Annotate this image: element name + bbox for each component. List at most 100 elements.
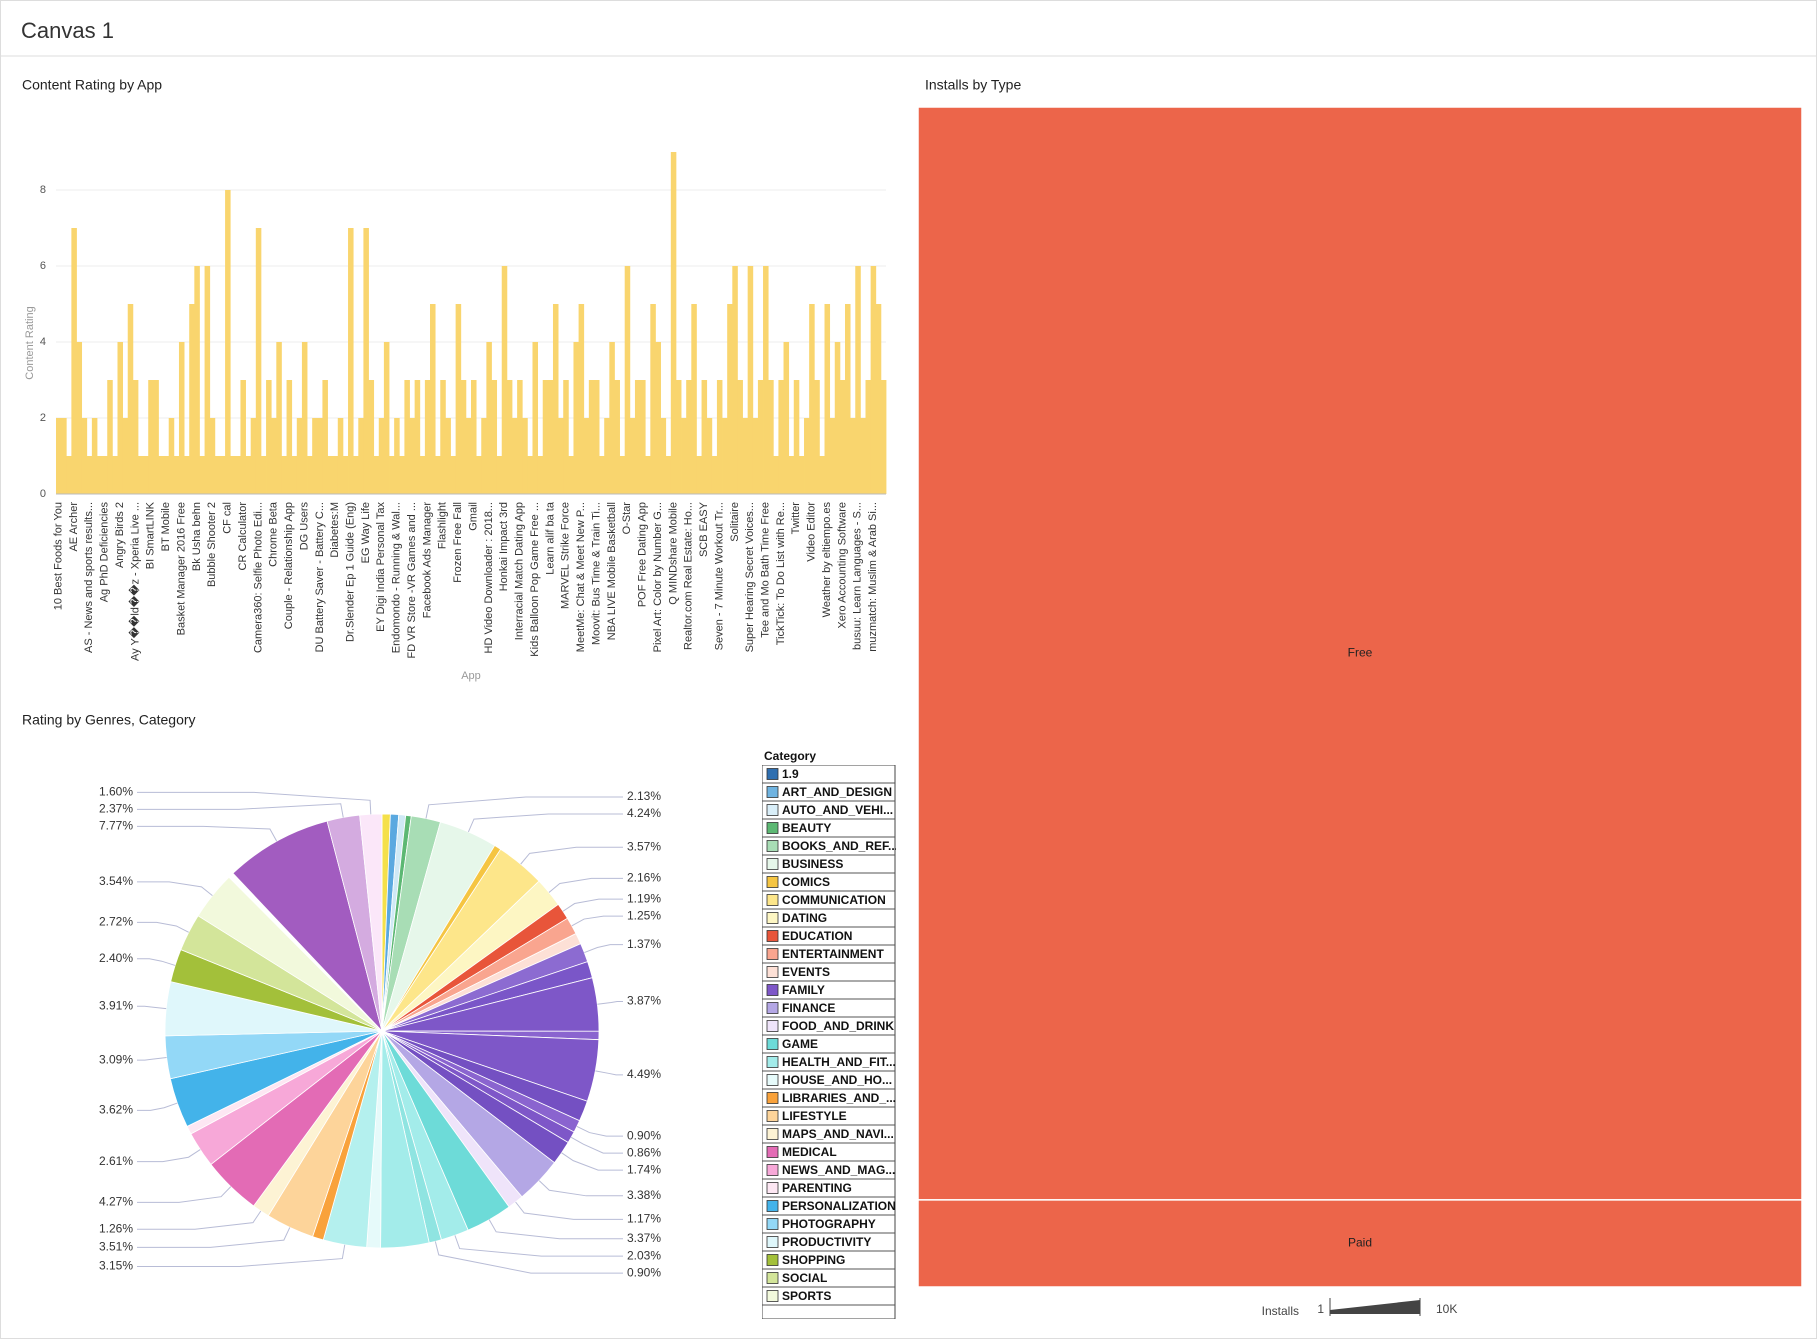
- bar: [670, 152, 677, 494]
- bar: [327, 456, 334, 494]
- leader-line: [137, 881, 213, 896]
- legend-label: NEWS_AND_MAG...: [782, 1163, 895, 1177]
- slice-label: 2.72%: [99, 915, 133, 929]
- legend-swatch: [766, 1290, 779, 1302]
- bar: [250, 418, 257, 494]
- size-legend-label: 10K: [1436, 1302, 1457, 1316]
- bar: [824, 304, 831, 494]
- size-legend-label: 1: [1317, 1302, 1324, 1316]
- bar: [481, 418, 487, 494]
- bar: [583, 418, 590, 494]
- bar: [850, 418, 856, 494]
- bar: [184, 456, 190, 494]
- bar: [117, 342, 124, 494]
- legend-swatch: [766, 804, 779, 816]
- legend-swatch: [766, 1074, 779, 1086]
- slice-label: 4.27%: [99, 1195, 133, 1209]
- bar: [727, 304, 733, 494]
- bar: [66, 456, 72, 494]
- leader-line: [137, 825, 278, 842]
- legend-swatch: [766, 1164, 779, 1176]
- bar: [593, 380, 600, 494]
- x-tick-label: Xero Accounting Software: [836, 502, 848, 629]
- bar: [143, 456, 149, 494]
- bar: [112, 456, 118, 494]
- bar: [629, 418, 636, 494]
- bar: [706, 418, 713, 494]
- x-tick-label: CR Calculator: [237, 502, 249, 571]
- legend-swatch: [766, 1272, 779, 1284]
- x-tick-label: Bubble Shooter 2: [206, 502, 218, 587]
- legend-label: FOOD_AND_DRINK: [782, 1019, 894, 1033]
- bar: [219, 456, 226, 494]
- bar: [383, 342, 390, 494]
- legend-label: PARENTING: [782, 1181, 852, 1195]
- y-tick-label: 8: [40, 184, 46, 196]
- bar: [578, 304, 585, 494]
- x-tick-label: DG Users: [298, 502, 310, 551]
- leader-line: [515, 1201, 623, 1220]
- bar: [389, 456, 395, 494]
- bar: [573, 342, 579, 494]
- bar: [450, 456, 457, 494]
- legend-label: SPORTS: [782, 1289, 831, 1303]
- x-tick-label: CF cal: [222, 502, 234, 534]
- slice-label: 3.91%: [99, 998, 133, 1012]
- bar: [804, 418, 810, 494]
- bar: [266, 380, 272, 494]
- slice-label: 2.03%: [627, 1248, 661, 1262]
- bar: [655, 342, 661, 494]
- bar: [168, 418, 175, 494]
- x-tick-label: Gmail: [467, 502, 479, 531]
- legend-label: GAME: [782, 1037, 818, 1051]
- slice-label: 4.24%: [627, 806, 661, 820]
- x-tick-label: MeetMe: Chat & Meet New P...: [575, 502, 587, 652]
- x-tick-label: Couple - Relationship App: [283, 502, 295, 629]
- legend-label: SHOPPING: [782, 1253, 845, 1267]
- bar: [819, 456, 825, 494]
- x-tick-label: O-Star: [621, 502, 633, 535]
- leader-line: [137, 958, 176, 966]
- leader-line: [137, 1056, 167, 1061]
- x-tick-label: FD VR Store -VR Games and ...: [406, 502, 418, 659]
- legend-swatch: [766, 1038, 779, 1050]
- legend-swatch: [766, 984, 779, 996]
- y-tick-label: 4: [40, 336, 46, 348]
- x-tick-label: TickTick: To Do List with Re...: [775, 502, 787, 645]
- leader-line: [434, 1241, 623, 1274]
- bar: [563, 380, 569, 494]
- slice-label: 0.90%: [627, 1265, 661, 1279]
- slice-label: 3.37%: [627, 1231, 661, 1245]
- legend-label: ENTERTAINMENT: [782, 947, 884, 961]
- bar: [332, 456, 339, 494]
- bar: [506, 380, 513, 494]
- bar: [845, 304, 851, 494]
- legend-swatch: [766, 840, 779, 852]
- legend-label: PHOTOGRAPHY: [782, 1217, 876, 1231]
- x-tick-label: Endomondo - Running & Wal...: [391, 502, 403, 653]
- legend-swatch: [766, 1254, 779, 1266]
- bar: [834, 342, 841, 494]
- bar: [363, 228, 369, 494]
- bar: [414, 380, 421, 494]
- slice-label: 3.57%: [627, 839, 661, 853]
- bar: [537, 456, 544, 494]
- slice-label: 3.62%: [99, 1103, 133, 1117]
- x-tick-label: SCB EASY: [698, 501, 710, 557]
- treemap-cell: [917, 1199, 1803, 1288]
- legend-label: HEALTH_AND_FIT...: [782, 1055, 896, 1069]
- bar: [711, 456, 718, 494]
- bar: [809, 304, 815, 494]
- bar: [768, 380, 774, 494]
- legend-swatch: [766, 822, 779, 834]
- bar: [199, 456, 205, 494]
- bar: [737, 380, 743, 494]
- legend-swatch: [766, 1128, 779, 1140]
- bar: [783, 342, 790, 494]
- legend-swatch: [766, 948, 779, 960]
- x-tick-label: AS - News and sports results...: [83, 502, 95, 653]
- bar: [855, 266, 861, 494]
- x-tick-label: AE Archer: [68, 502, 80, 552]
- x-tick-label: Twitter: [790, 502, 802, 535]
- leader-line: [548, 877, 623, 893]
